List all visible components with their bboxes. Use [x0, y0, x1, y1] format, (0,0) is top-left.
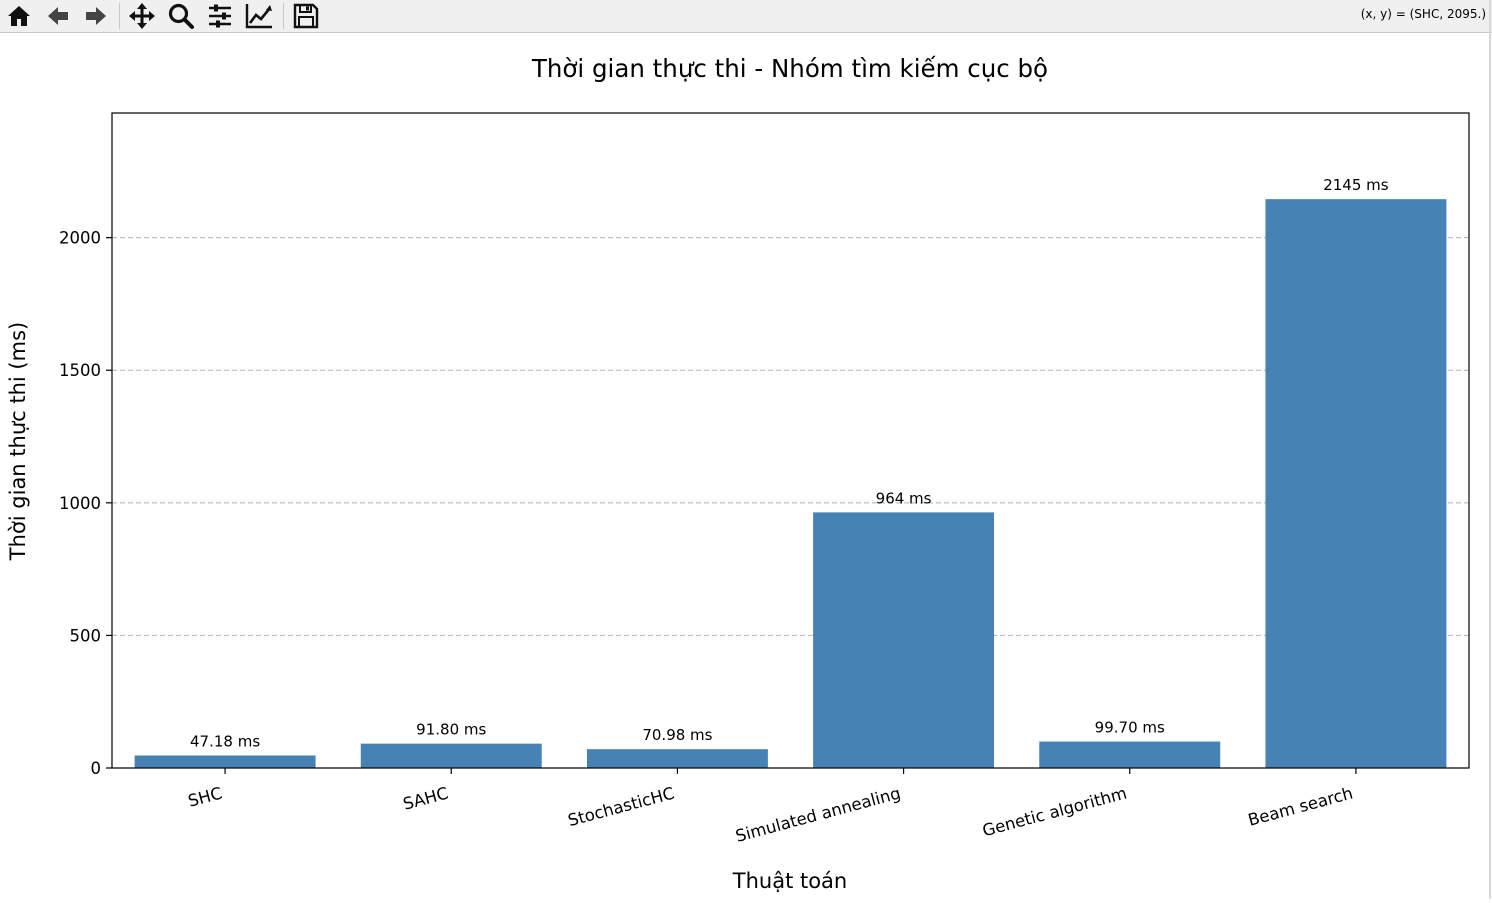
- pan-icon[interactable]: [126, 0, 158, 32]
- zoom-icon[interactable]: [165, 0, 197, 32]
- data-labels: 47.18 ms 91.80 ms 70.98 ms 964 ms 99.70 ms 21…: [190, 176, 1389, 750]
- y-tick-label: 2000: [59, 229, 101, 248]
- cursor-coordinates: (x, y) = (SHC, 2095.): [1360, 7, 1486, 21]
- bar-data-label: 964 ms: [876, 489, 932, 507]
- y-tick-label: 1000: [59, 494, 101, 513]
- bars: [134, 199, 1447, 768]
- bar-data-label: 70.98 ms: [642, 726, 712, 744]
- bar: [1265, 199, 1447, 768]
- toolbar-separator: [283, 3, 284, 29]
- bar-data-label: 91.80 ms: [416, 721, 486, 739]
- bar: [360, 743, 542, 768]
- figure-canvas[interactable]: Thời gian thực thi - Nhóm tìm kiếm cục b…: [0, 34, 1492, 899]
- bar: [134, 755, 316, 768]
- bar: [813, 512, 995, 768]
- bar: [1039, 741, 1221, 768]
- y-tick-label: 500: [70, 626, 102, 645]
- toolbar: (x, y) = (SHC, 2095.): [0, 0, 1492, 33]
- forward-arrow-icon[interactable]: [80, 0, 112, 32]
- bar-data-label: 99.70 ms: [1095, 719, 1165, 737]
- y-tick-label: 1500: [59, 361, 101, 380]
- edit-axis-icon[interactable]: [243, 0, 275, 32]
- bar-chart: Thời gian thực thi - Nhóm tìm kiếm cục b…: [0, 34, 1492, 899]
- configure-subplots-icon[interactable]: [204, 0, 236, 32]
- y-tick-label: 0: [91, 759, 102, 778]
- chart-title: Thời gian thực thi - Nhóm tìm kiếm cục b…: [531, 54, 1048, 83]
- home-icon[interactable]: [3, 0, 35, 32]
- bar-data-label: 2145 ms: [1323, 176, 1389, 194]
- y-axis-label: Thời gian thực thi (ms): [6, 322, 30, 561]
- x-axis-label: Thuật toán: [732, 869, 848, 893]
- toolbar-separator: [119, 3, 120, 29]
- window-edge: [1489, 0, 1491, 899]
- bar: [586, 749, 768, 768]
- y-axis-ticks: 0 500 1000 1500 2000: [59, 229, 112, 778]
- save-icon[interactable]: [290, 0, 322, 32]
- bar-data-label: 47.18 ms: [190, 732, 260, 750]
- grid-lines: [112, 237, 1469, 636]
- plot-frame: [111, 112, 1470, 769]
- back-arrow-icon[interactable]: [42, 0, 74, 32]
